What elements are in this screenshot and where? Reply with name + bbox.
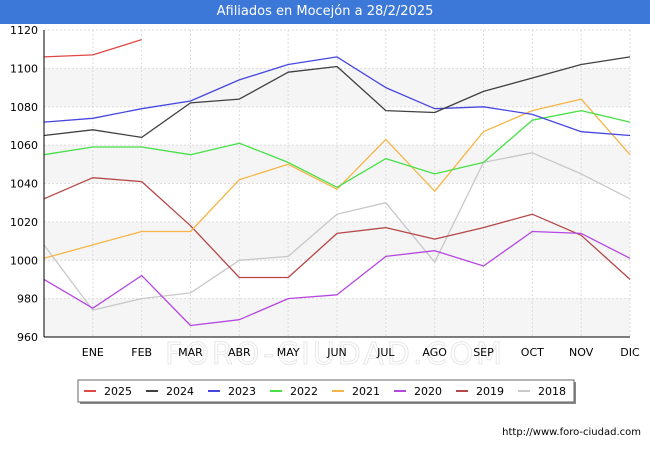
y-tick-label: 980	[17, 293, 38, 306]
series-lines	[43, 38, 631, 327]
source-url[interactable]: http://www.foro-ciudad.com	[502, 427, 641, 438]
x-tick-label: ENE	[82, 346, 104, 359]
x-tick-label: MAR	[178, 346, 203, 359]
x-tick-label: OCT	[521, 346, 544, 359]
x-tick-label: JUL	[376, 346, 395, 359]
legend-label-2019: 2019	[476, 385, 504, 398]
x-tick-label: NOV	[569, 346, 594, 359]
y-tick-labels: 960 980 1000 1020 1040 1060 1080 1100 1120	[10, 24, 38, 344]
plot-band	[44, 221, 630, 261]
y-tick-label: 1060	[10, 139, 38, 152]
series-line-2025	[43, 38, 142, 58]
x-tick-label: AGO	[422, 346, 447, 359]
chart-title: Afiliados en Mocejón a 28/2/2025	[0, 0, 650, 24]
series-line-2024	[43, 56, 631, 139]
legend-label-2022: 2022	[290, 385, 318, 398]
series-line-2019	[43, 177, 631, 280]
legend-label-2020: 2020	[414, 385, 442, 398]
x-tick-label: JUN	[326, 346, 347, 359]
x-tick-label: SEP	[473, 346, 494, 359]
axes	[43, 30, 630, 338]
series-line-2021	[43, 98, 631, 259]
series-line-2023	[43, 56, 631, 137]
series-line-2022	[43, 109, 631, 188]
series-line-2018	[43, 152, 631, 311]
y-tick-label: 1120	[10, 24, 38, 37]
legend-box	[77, 379, 575, 403]
y-tick-label: 1100	[10, 62, 38, 75]
x-tick-label: DIC	[620, 346, 640, 359]
y-tick-label: 1020	[10, 216, 38, 229]
legend-label-2018: 2018	[538, 385, 566, 398]
legend: 2025 2024 2023 2022 2021 2020 2019 2018	[77, 379, 576, 404]
grid-lines	[44, 29, 631, 338]
legend-label-2021: 2021	[352, 385, 380, 398]
x-tick-label: FEB	[131, 346, 152, 359]
y-tick-label: 960	[17, 331, 38, 344]
x-tick-labels: ENE FEB MAR ABR MAY JUN JUL AGO SEP OCT NOV DIC	[82, 346, 640, 359]
y-tick-label: 1000	[10, 254, 38, 267]
legend-label-2023: 2023	[228, 385, 256, 398]
series-line-2020	[43, 230, 631, 327]
y-tick-label: 1040	[10, 178, 38, 191]
x-tick-label: ABR	[228, 346, 251, 359]
legend-label-2024: 2024	[166, 385, 194, 398]
watermark: FORO-CIUDAD.COM	[165, 337, 505, 372]
x-tick-label: MAY	[277, 346, 300, 359]
legend-label-2025: 2025	[104, 385, 132, 398]
y-tick-label: 1080	[10, 101, 38, 114]
